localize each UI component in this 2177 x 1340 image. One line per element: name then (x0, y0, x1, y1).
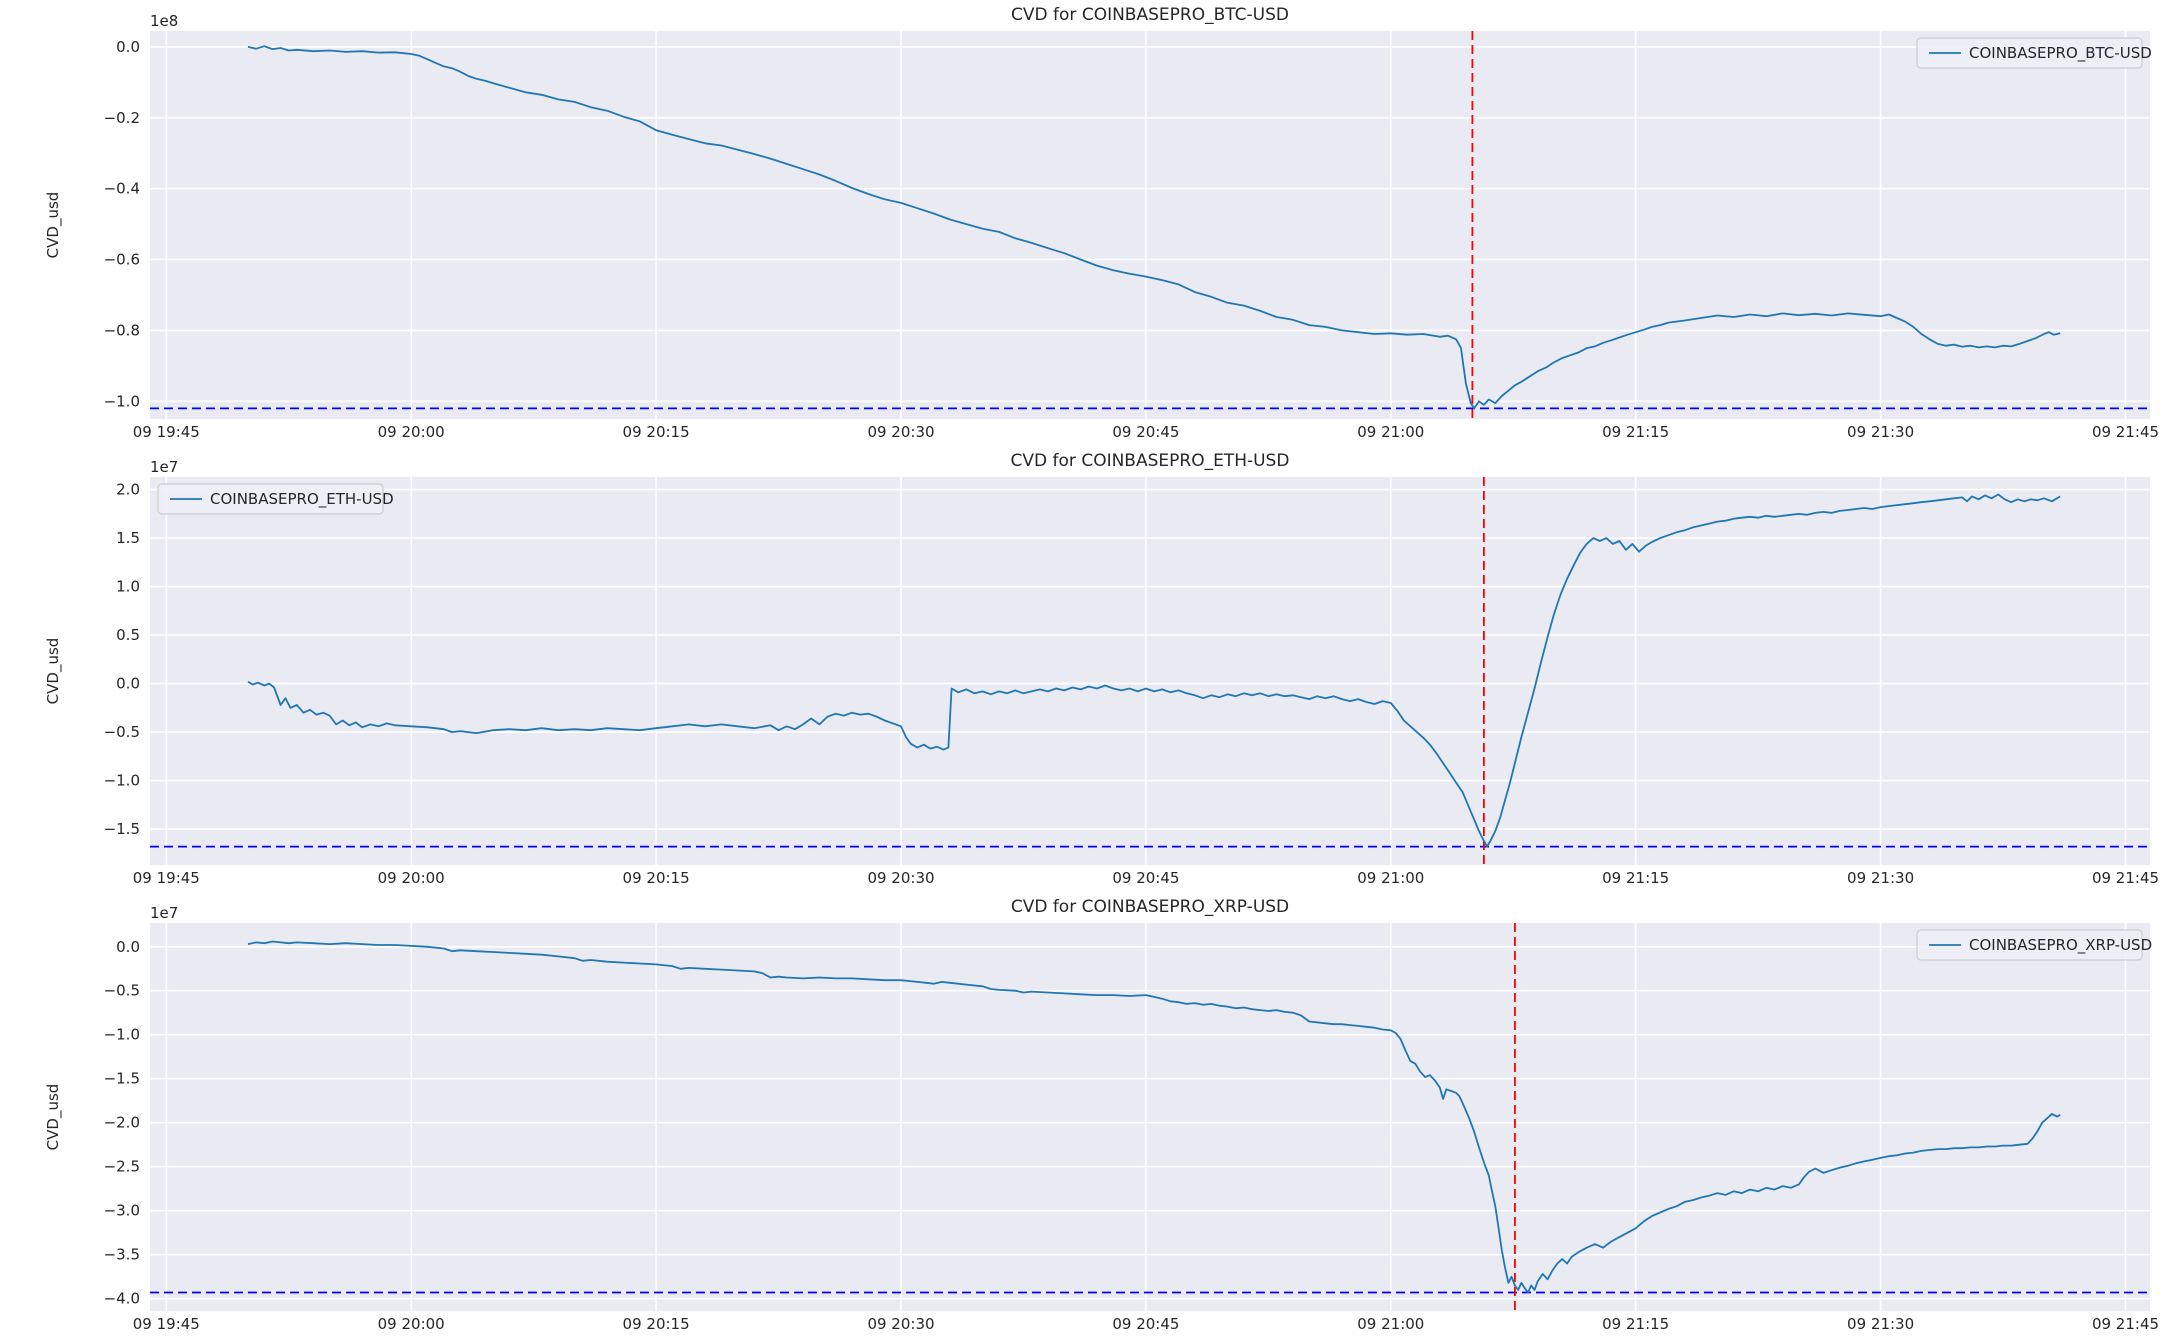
y-tick-label: −1.0 (104, 392, 140, 410)
x-tick-label: 09 21:00 (1357, 423, 1424, 441)
plot-area (150, 31, 2150, 419)
legend: COINBASEPRO_ETH-USD (157, 483, 394, 515)
legend: COINBASEPRO_BTC-USD (1916, 37, 2152, 69)
chart-canvas-xrp: 09 19:45 09 20:00 09 20:15 09 20:30 09 20:45… (44, 897, 2159, 1333)
y-axis-label: CVD_usd (44, 1084, 63, 1151)
chart-title: CVD for COINBASEPRO_XRP-USD (1011, 897, 1289, 917)
x-tick-label: 09 20:45 (1112, 869, 1179, 887)
y-axis-label: CVD_usd (44, 192, 63, 259)
legend-box (1916, 929, 2143, 961)
series-line (247, 45, 2061, 410)
y-tick-label: −1.5 (104, 1070, 140, 1088)
chart-title: CVD for COINBASEPRO_BTC-USD (1011, 5, 1289, 25)
x-tick-label: 09 21:45 (2092, 1315, 2159, 1333)
y-tick-label: 0.0 (116, 675, 140, 693)
y-tick-label: −0.6 (104, 251, 140, 269)
plot-area (150, 477, 2150, 865)
y-tick-label: 0.5 (116, 626, 140, 644)
subplot-eth: 09 19:45 09 20:00 09 20:15 09 20:30 09 20:45… (0, 446, 2177, 892)
x-tick-label: 09 21:15 (1602, 423, 1669, 441)
y-tick-label: 1.5 (116, 529, 140, 547)
y-offset-label: 1e8 (150, 12, 178, 30)
x-tick-label: 09 20:45 (1112, 423, 1179, 441)
x-tick-label: 09 21:30 (1847, 423, 1914, 441)
legend-label: COINBASEPRO_ETH-USD (210, 490, 394, 509)
x-tick-label: 09 19:45 (133, 869, 200, 887)
y-tick-label: −4.0 (104, 1290, 140, 1308)
chart-canvas-btc: 09 19:45 09 20:00 09 20:15 09 20:30 09 20:45… (44, 5, 2159, 441)
y-tick-label: −0.8 (104, 321, 140, 339)
y-axis-label: CVD_usd (44, 638, 63, 705)
legend-label: COINBASEPRO_BTC-USD (1969, 44, 2152, 63)
y-tick-label: 2.0 (116, 481, 140, 499)
y-tick-label: −2.5 (104, 1158, 140, 1176)
x-tick-label: 09 20:15 (623, 423, 690, 441)
y-offset-label: 1e7 (150, 458, 178, 476)
y-tick-label: −1.0 (104, 772, 140, 790)
plot-area (150, 923, 2150, 1311)
y-tick-label: −0.5 (104, 982, 140, 1000)
x-tick-label: 09 20:30 (867, 1315, 934, 1333)
y-tick-label: −0.2 (104, 109, 140, 127)
x-tick-label: 09 20:15 (623, 869, 690, 887)
x-tick-label: 09 20:30 (867, 423, 934, 441)
x-tick-label: 09 21:30 (1847, 1315, 1914, 1333)
x-tick-label: 09 21:00 (1357, 869, 1424, 887)
x-tick-label: 09 20:45 (1112, 1315, 1179, 1333)
y-tick-label: −1.5 (104, 820, 140, 838)
chart-title: CVD for COINBASEPRO_ETH-USD (1011, 451, 1290, 471)
legend: COINBASEPRO_XRP-USD (1916, 929, 2152, 961)
subplot-btc: 09 19:45 09 20:00 09 20:15 09 20:30 09 20:45… (0, 0, 2177, 446)
x-tick-label: 09 19:45 (133, 423, 200, 441)
y-tick-label: 1.0 (116, 578, 140, 596)
x-tick-label: 09 21:45 (2092, 869, 2159, 887)
y-tick-label: −3.0 (104, 1202, 140, 1220)
y-tick-label: −1.0 (104, 1026, 140, 1044)
y-offset-label: 1e7 (150, 904, 178, 922)
y-tick-label: −0.4 (104, 180, 140, 198)
series-line (247, 493, 2061, 848)
legend-box (157, 483, 384, 515)
y-tick-label: 0.0 (116, 38, 140, 56)
y-tick-label: −2.0 (104, 1114, 140, 1132)
x-tick-label: 09 21:00 (1357, 1315, 1424, 1333)
series-line (247, 940, 2061, 1294)
x-tick-label: 09 21:15 (1602, 869, 1669, 887)
y-tick-label: −0.5 (104, 723, 140, 741)
x-tick-label: 09 20:00 (378, 869, 445, 887)
x-tick-label: 09 21:15 (1602, 1315, 1669, 1333)
chart-canvas-eth: 09 19:45 09 20:00 09 20:15 09 20:30 09 20:45… (44, 451, 2159, 887)
x-tick-label: 09 20:15 (623, 1315, 690, 1333)
y-tick-label: 0.0 (116, 938, 140, 956)
subplot-xrp: 09 19:45 09 20:00 09 20:15 09 20:30 09 20:45… (0, 892, 2177, 1338)
x-tick-label: 09 20:00 (378, 423, 445, 441)
x-tick-label: 09 20:00 (378, 1315, 445, 1333)
legend-box (1916, 37, 2143, 69)
x-tick-label: 09 21:45 (2092, 423, 2159, 441)
x-tick-label: 09 19:45 (133, 1315, 200, 1333)
legend-label: COINBASEPRO_XRP-USD (1969, 936, 2152, 955)
x-tick-label: 09 20:30 (867, 869, 934, 887)
x-tick-label: 09 21:30 (1847, 869, 1914, 887)
y-tick-label: −3.5 (104, 1246, 140, 1264)
